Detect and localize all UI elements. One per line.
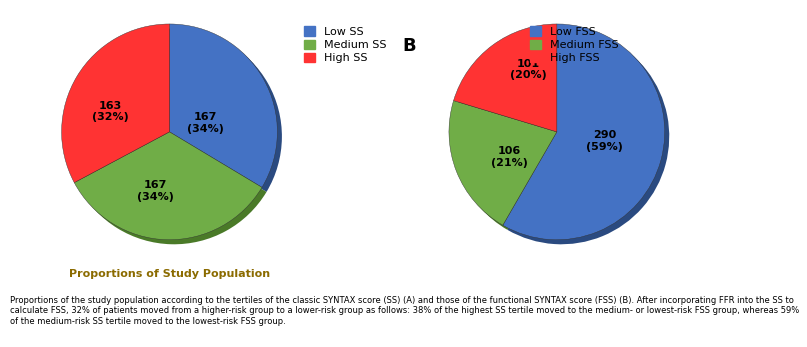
Wedge shape bbox=[458, 28, 562, 136]
Wedge shape bbox=[74, 132, 262, 240]
Text: 106
(21%): 106 (21%) bbox=[491, 146, 528, 168]
Wedge shape bbox=[61, 24, 169, 183]
Text: 290
(59%): 290 (59%) bbox=[586, 130, 623, 152]
Wedge shape bbox=[449, 101, 557, 225]
Text: Proportions of Study Population: Proportions of Study Population bbox=[69, 269, 270, 279]
Wedge shape bbox=[174, 28, 282, 192]
Text: 167
(34%): 167 (34%) bbox=[187, 112, 224, 134]
Text: 101
(20%): 101 (20%) bbox=[510, 59, 547, 80]
Wedge shape bbox=[454, 24, 557, 132]
Wedge shape bbox=[79, 136, 266, 244]
Text: 163
(32%): 163 (32%) bbox=[92, 101, 129, 122]
Text: Figure 1: Figure 1 bbox=[10, 269, 61, 279]
Wedge shape bbox=[508, 28, 669, 244]
Wedge shape bbox=[454, 105, 562, 230]
Legend: Low FSS, Medium FSS, High FSS: Low FSS, Medium FSS, High FSS bbox=[530, 26, 619, 63]
Wedge shape bbox=[66, 28, 174, 187]
Wedge shape bbox=[503, 24, 665, 240]
Text: Proportions of the study population according to the tertiles of the classic SYN: Proportions of the study population acco… bbox=[10, 296, 799, 326]
Text: 167
(34%): 167 (34%) bbox=[137, 180, 174, 202]
Wedge shape bbox=[169, 24, 278, 187]
Text: B: B bbox=[402, 37, 416, 55]
Legend: Low SS, Medium SS, High SS: Low SS, Medium SS, High SS bbox=[304, 26, 387, 63]
